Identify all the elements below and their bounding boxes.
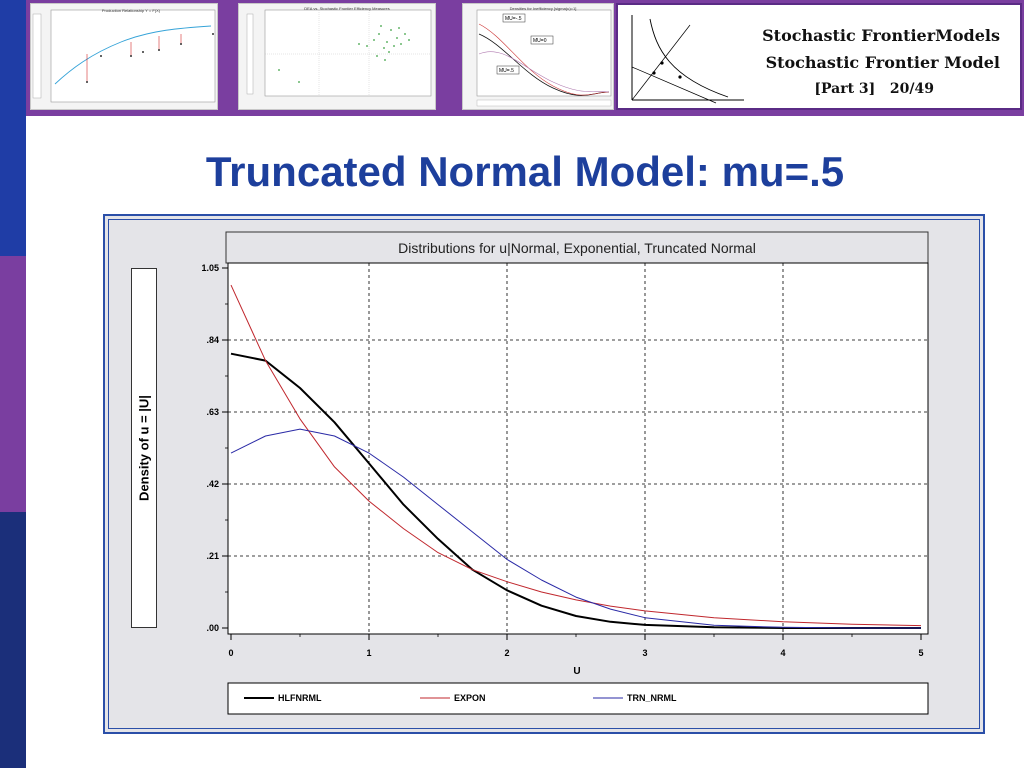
series-line-hlfnrml xyxy=(230,352,921,629)
header-part: [Part 3] xyxy=(814,81,876,97)
thumb3-label-3: MU=.5 xyxy=(499,68,514,74)
y-tick-label: .63 xyxy=(206,407,219,417)
legend: HLFNRML EXPON TRN_NRML xyxy=(244,693,677,703)
x-axis-label: U xyxy=(573,666,580,677)
thumb1-title: Production Relationship Y = F(X) xyxy=(102,8,161,13)
x-tick-label: 2 xyxy=(504,648,509,658)
y-tick-label: .21 xyxy=(206,551,219,561)
x-tick-label: 3 xyxy=(642,648,647,658)
sidebar-top-segment xyxy=(0,0,26,256)
legend-label: HLFNRML xyxy=(278,693,322,703)
isoquant-diagram xyxy=(631,15,744,104)
left-sidebar xyxy=(0,0,26,768)
x-tick-label: 4 xyxy=(780,648,785,658)
legend-box xyxy=(227,682,929,715)
chart-title-box xyxy=(225,231,929,264)
header-line-3: [Part 3] 20/49 xyxy=(814,81,934,97)
legend-label: TRN_NRML xyxy=(627,693,677,703)
densities-thumbnail: Densities for Inefficiency [sigma(u)=1] … xyxy=(462,3,614,110)
series-lines xyxy=(230,284,922,629)
x-tick-label: 5 xyxy=(918,648,923,658)
production-thumbnail: Production Relationship Y = F(X) xyxy=(30,3,218,110)
dea-thumbnail: DEA vs. Stochastic Frontier Efficiency M… xyxy=(238,3,436,110)
x-tick-label: 1 xyxy=(366,648,371,658)
slide-title: Truncated Normal Model: mu=.5 xyxy=(205,148,845,195)
x-tick-label: 0 xyxy=(228,648,233,658)
plot-area xyxy=(227,262,929,635)
series-line-expon xyxy=(230,284,922,627)
chart-title: Distributions for u|Normal, Exponential,… xyxy=(398,240,756,256)
y-tick-label: .00 xyxy=(206,623,219,633)
chart-frame-inner xyxy=(108,219,980,729)
thumb2-title: DEA vs. Stochastic Frontier Efficiency M… xyxy=(304,6,390,11)
sidebar-bottom-segment xyxy=(0,512,26,768)
y-tick-label: .42 xyxy=(206,479,219,489)
header-line-1: Stochastic FrontierModels xyxy=(762,26,1000,45)
header-title-box: Stochastic FrontierModels Stochastic Fro… xyxy=(616,3,1022,110)
y-tick-label: .84 xyxy=(206,335,219,345)
sidebar-middle-segment xyxy=(0,256,26,512)
y-tick-label: 1.05 xyxy=(201,263,219,273)
header-page-number: 20/49 xyxy=(889,81,934,97)
thumb3-label-1: MU=-.5 xyxy=(505,16,522,22)
axes: 0 1 2 3 4 5 .00 .21 .42 .63 .84 1.05 xyxy=(201,263,923,658)
y-axis-label-box: Density of u = |U| xyxy=(131,268,157,628)
thumb3-label-2: MU=0 xyxy=(533,38,547,44)
header-line-2: Stochastic Frontier Model xyxy=(765,53,1000,72)
thumb3-title: Densities for Inefficiency [sigma(u)=1] xyxy=(510,6,577,11)
legend-label: EXPON xyxy=(454,693,486,703)
grid-lines xyxy=(228,263,928,634)
series-line-trn-nrml xyxy=(230,428,921,629)
